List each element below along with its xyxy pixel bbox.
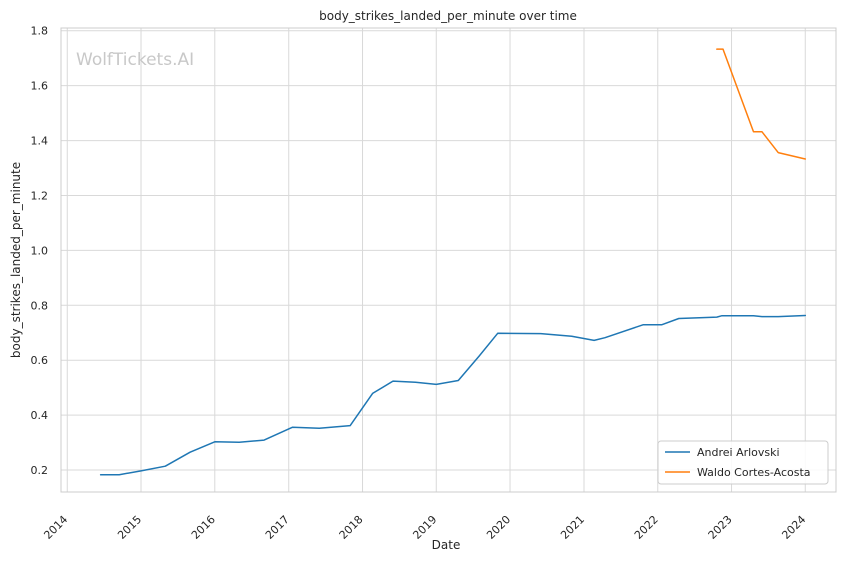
y-tick-label: 1.8 [31, 25, 49, 38]
series-line-waldo-cortes-acosta [716, 48, 807, 160]
y-tick-label: 1.2 [31, 189, 49, 202]
y-tick-label: 0.6 [31, 354, 49, 367]
series-line-andrei-arlovski [99, 314, 807, 476]
y-tick-labels: 0.2 0.4 0.6 0.8 1.0 1.2 1.4 1.6 1.8 [31, 25, 49, 477]
y-tick-label: 1.0 [31, 244, 49, 257]
plot-frame [60, 27, 837, 493]
legend-box [657, 440, 829, 485]
x-tick-label: 2017 [263, 513, 292, 542]
series-lines [99, 48, 807, 476]
legend: Andrei Arlovski Waldo Cortes-Acosta [657, 440, 829, 485]
chart-title: body_strikes_landed_per_minute over time [319, 9, 577, 23]
x-tick-label: 2016 [189, 513, 218, 542]
x-tick-label: 2014 [41, 513, 70, 542]
y-tick-label: 0.8 [31, 299, 49, 312]
x-tick-label: 2023 [706, 513, 735, 542]
legend-label-andrei-arlovski: Andrei Arlovski [697, 446, 780, 459]
x-tick-label: 2021 [558, 513, 587, 542]
y-tick-label: 0.2 [31, 464, 49, 477]
y-tick-label: 1.6 [31, 80, 49, 93]
y-tick-label: 0.4 [31, 409, 49, 422]
x-tick-label: 2024 [779, 513, 808, 542]
x-tick-label: 2022 [632, 513, 661, 542]
x-tick-label: 2015 [115, 513, 144, 542]
y-axis-label: body_strikes_landed_per_minute [9, 162, 23, 358]
x-tick-label: 2020 [484, 513, 513, 542]
plot-area [61, 28, 836, 492]
y-tick-label: 1.4 [31, 135, 49, 148]
legend-label-waldo-cortes-acosta: Waldo Cortes-Acosta [697, 466, 811, 479]
x-tick-labels: 2014 2015 2016 2017 2018 2019 2020 2021 2022 2023… [41, 513, 808, 542]
watermark: WolfTickets.AI [76, 50, 194, 70]
x-tick-label: 2018 [337, 513, 366, 542]
grid-lines [61, 28, 836, 492]
x-axis-label: Date [432, 538, 461, 552]
